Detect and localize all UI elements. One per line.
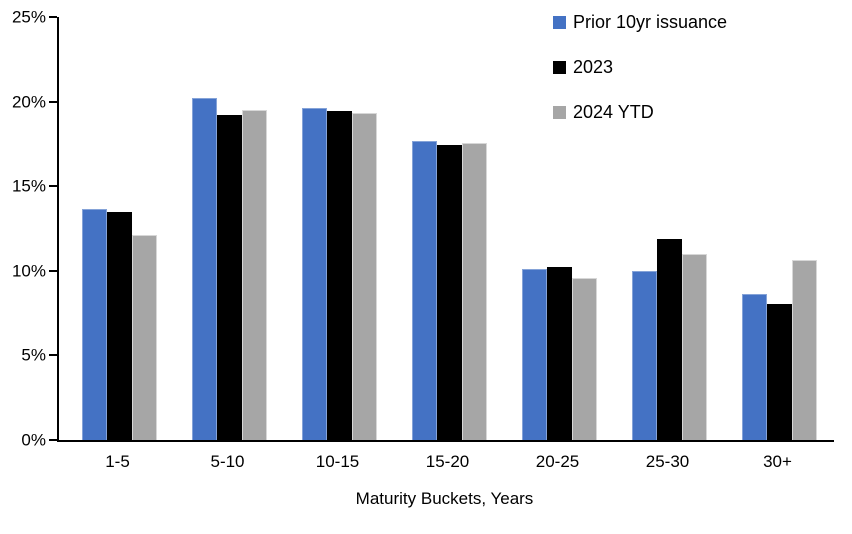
legend-label-2024-ytd: 2024 YTD bbox=[573, 102, 654, 122]
legend: Prior 10yr issuance 2023 2024 YTD bbox=[553, 12, 728, 148]
y-tick-mark bbox=[49, 185, 57, 188]
bar bbox=[217, 115, 242, 440]
bar bbox=[767, 304, 792, 440]
bar bbox=[132, 235, 157, 440]
legend-item-prior-10yr-issuance: Prior 10yr issuance bbox=[553, 12, 728, 32]
legend-swatch-gray-icon bbox=[553, 106, 566, 119]
bar bbox=[327, 111, 352, 440]
y-tick-label: 25% bbox=[11, 7, 46, 27]
bar bbox=[352, 113, 377, 440]
legend-swatch-blue-icon bbox=[553, 16, 566, 29]
bar bbox=[412, 141, 437, 440]
bar bbox=[107, 212, 132, 440]
y-tick-label: 20% bbox=[11, 92, 46, 112]
x-category-label: 1-5 bbox=[105, 452, 130, 471]
y-tick-mark bbox=[49, 100, 57, 103]
bar bbox=[302, 108, 327, 440]
y-tick-mark bbox=[49, 354, 57, 357]
x-category-label: 5-10 bbox=[210, 452, 245, 471]
bar bbox=[632, 271, 657, 440]
bar bbox=[82, 209, 107, 440]
y-tick-label: 5% bbox=[21, 345, 46, 365]
bar bbox=[792, 260, 817, 440]
bar bbox=[742, 294, 767, 440]
x-category-label: 10-15 bbox=[315, 452, 360, 471]
plot-area bbox=[57, 17, 834, 442]
legend-label-2023: 2023 bbox=[573, 57, 614, 77]
bar bbox=[682, 254, 707, 440]
x-category-label: 20-25 bbox=[535, 452, 580, 471]
x-axis-title: Maturity Buckets, Years bbox=[355, 489, 534, 508]
y-tick-label: 10% bbox=[11, 261, 46, 281]
y-tick-mark bbox=[49, 16, 57, 18]
bar bbox=[437, 145, 462, 440]
bar bbox=[462, 143, 487, 440]
y-tick-label: 15% bbox=[11, 176, 46, 196]
x-category-label: 25-30 bbox=[645, 452, 690, 471]
bar bbox=[192, 98, 217, 440]
bar bbox=[242, 110, 267, 440]
x-category-label: 30+ bbox=[763, 452, 792, 471]
legend-label-prior-10yr-issuance: Prior 10yr issuance bbox=[573, 12, 728, 32]
legend-swatch-black-icon bbox=[553, 61, 566, 74]
y-tick-label: 0% bbox=[21, 430, 46, 450]
legend-item-2024-ytd: 2024 YTD bbox=[553, 102, 727, 122]
bar bbox=[572, 278, 597, 440]
legend-item-2023: 2023 bbox=[553, 57, 727, 77]
y-tick-mark bbox=[49, 439, 57, 441]
y-tick-mark bbox=[49, 269, 57, 272]
x-category-label: 15-20 bbox=[425, 452, 470, 471]
bar bbox=[522, 269, 547, 440]
bar bbox=[657, 239, 682, 440]
bar bbox=[547, 267, 572, 440]
